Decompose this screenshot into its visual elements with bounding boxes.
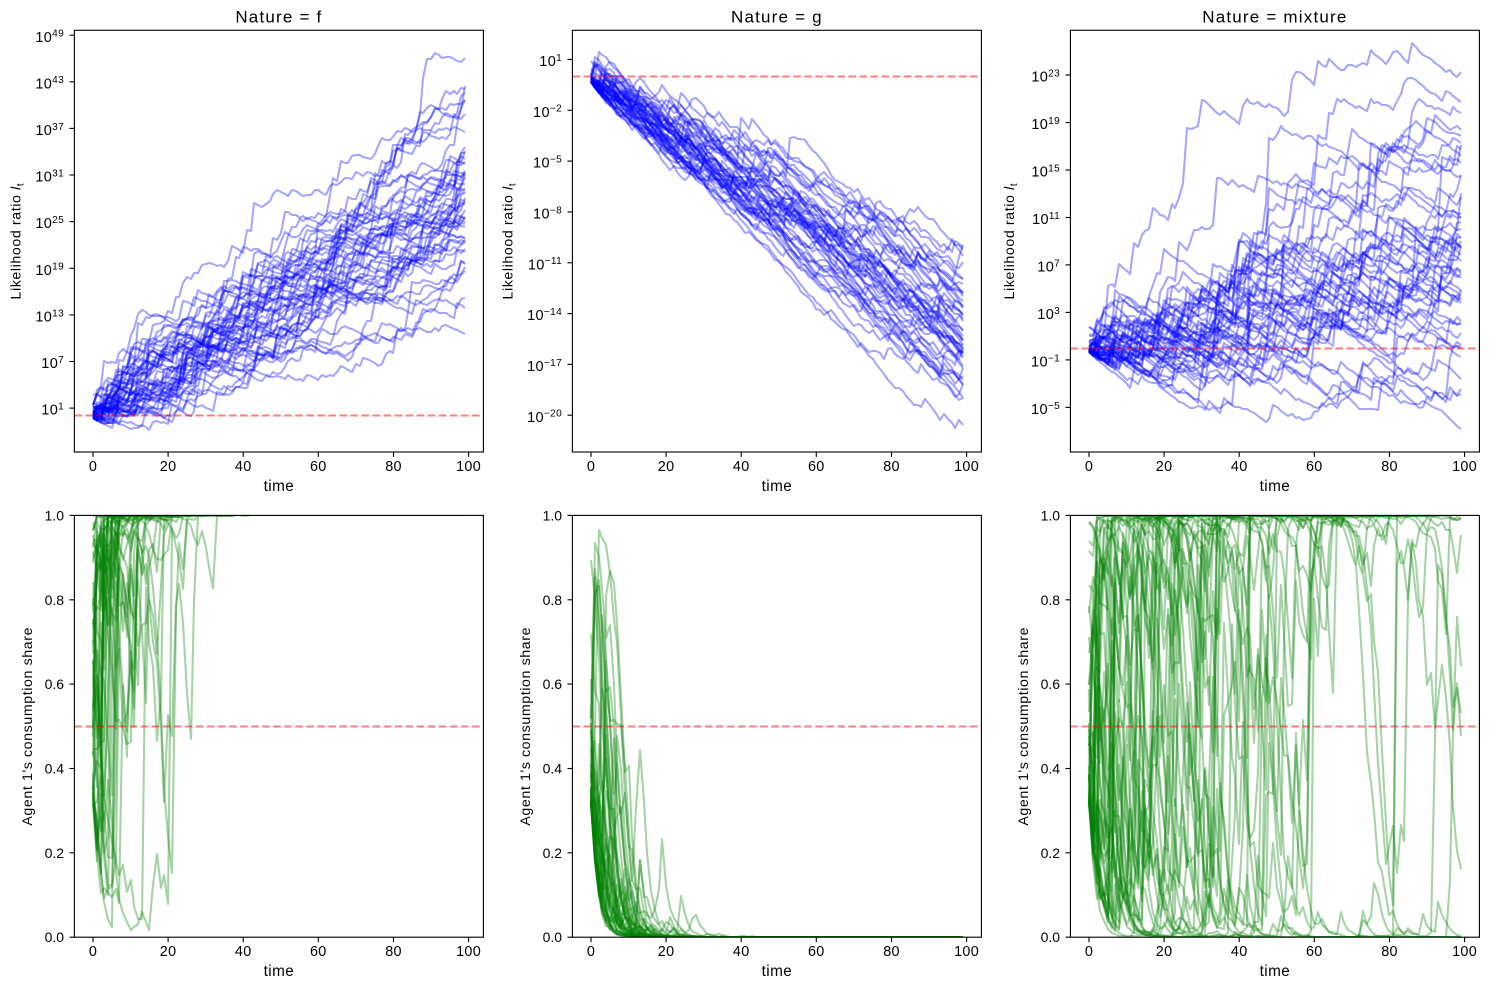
svg-text:0.4: 0.4	[45, 761, 65, 777]
svg-text:20: 20	[1156, 459, 1173, 475]
svg-text:40: 40	[1231, 459, 1248, 475]
svg-text:80: 80	[1381, 944, 1398, 960]
svg-text:0.2: 0.2	[543, 845, 563, 861]
svg-text:Nature = f: Nature = f	[235, 8, 322, 27]
svg-text:Likelihood ratio lt: Likelihood ratio lt	[8, 183, 26, 300]
svg-text:0.8: 0.8	[1041, 592, 1061, 608]
svg-text:100: 100	[954, 944, 979, 960]
svg-text:time: time	[1260, 963, 1291, 980]
svg-text:100: 100	[1452, 944, 1477, 960]
svg-text:0.6: 0.6	[45, 676, 65, 692]
svg-text:100: 100	[456, 944, 481, 960]
svg-text:0: 0	[1085, 459, 1093, 475]
svg-text:1.0: 1.0	[543, 507, 563, 523]
svg-text:0.4: 0.4	[1041, 761, 1061, 777]
svg-text:0: 0	[89, 944, 97, 960]
svg-text:100: 100	[954, 459, 979, 475]
svg-text:60: 60	[808, 944, 825, 960]
svg-text:80: 80	[1381, 459, 1398, 475]
svg-text:20: 20	[160, 944, 177, 960]
svg-text:0: 0	[89, 459, 97, 475]
svg-text:20: 20	[658, 459, 675, 475]
svg-text:40: 40	[235, 459, 252, 475]
svg-text:time: time	[264, 963, 295, 980]
svg-text:20: 20	[1156, 944, 1173, 960]
svg-text:80: 80	[883, 944, 900, 960]
svg-text:100: 100	[456, 459, 481, 475]
svg-text:time: time	[264, 478, 295, 495]
svg-text:40: 40	[1231, 944, 1248, 960]
svg-text:1.0: 1.0	[45, 507, 65, 523]
svg-text:20: 20	[160, 459, 177, 475]
svg-text:time: time	[1260, 478, 1291, 495]
svg-text:1.0: 1.0	[1041, 507, 1061, 523]
svg-text:60: 60	[310, 459, 327, 475]
svg-text:0: 0	[1085, 944, 1093, 960]
svg-text:Agent 1's consumption share: Agent 1's consumption share	[1016, 627, 1032, 826]
svg-text:20: 20	[658, 944, 675, 960]
svg-text:40: 40	[733, 459, 750, 475]
svg-text:0.4: 0.4	[543, 761, 563, 777]
svg-text:Agent 1's consumption share: Agent 1's consumption share	[518, 627, 534, 826]
svg-text:0.2: 0.2	[1041, 845, 1061, 861]
svg-text:80: 80	[385, 944, 402, 960]
svg-text:80: 80	[883, 459, 900, 475]
svg-text:100: 100	[1452, 459, 1477, 475]
svg-text:0.0: 0.0	[45, 929, 65, 945]
svg-text:0.0: 0.0	[543, 929, 563, 945]
svg-text:0: 0	[587, 459, 595, 475]
svg-text:0.2: 0.2	[45, 845, 65, 861]
svg-text:time: time	[762, 963, 793, 980]
svg-text:0.0: 0.0	[1041, 929, 1061, 945]
svg-text:0.8: 0.8	[45, 592, 65, 608]
svg-text:Nature = mixture: Nature = mixture	[1202, 8, 1347, 27]
svg-text:60: 60	[808, 459, 825, 475]
svg-text:80: 80	[385, 459, 402, 475]
svg-text:40: 40	[733, 944, 750, 960]
svg-text:0.6: 0.6	[1041, 676, 1061, 692]
svg-text:Nature = g: Nature = g	[731, 8, 823, 27]
svg-text:Likelihood ratio lt: Likelihood ratio lt	[501, 183, 519, 300]
svg-text:Likelihood ratio lt: Likelihood ratio lt	[1002, 183, 1020, 300]
svg-text:Agent 1's consumption share: Agent 1's consumption share	[20, 627, 36, 826]
svg-text:40: 40	[235, 944, 252, 960]
svg-text:60: 60	[1306, 944, 1323, 960]
svg-text:60: 60	[310, 944, 327, 960]
svg-text:60: 60	[1306, 459, 1323, 475]
svg-text:0.6: 0.6	[543, 676, 563, 692]
svg-text:0.8: 0.8	[543, 592, 563, 608]
svg-text:time: time	[762, 478, 793, 495]
svg-text:0: 0	[587, 944, 595, 960]
